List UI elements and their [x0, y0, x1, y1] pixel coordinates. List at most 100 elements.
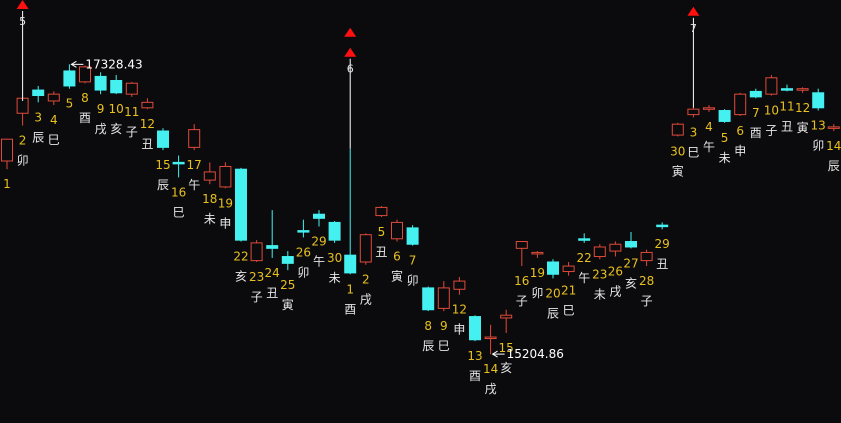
branch-label: 丑	[656, 257, 668, 271]
branch-label: 申	[453, 323, 465, 337]
day-number-label: 12	[795, 101, 810, 115]
day-number-label: 4	[50, 113, 58, 127]
candle-body	[94, 75, 107, 91]
branch-label: 卯	[407, 274, 419, 288]
day-number-label: 19	[530, 266, 545, 280]
candle-body	[110, 80, 123, 94]
candle	[328, 221, 341, 243]
day-number-label: 21	[561, 284, 576, 298]
candle-body	[375, 206, 388, 217]
candle-body	[32, 89, 45, 97]
candle	[781, 84, 793, 92]
candle	[640, 249, 653, 267]
branch-label: 戌	[609, 285, 621, 299]
candle	[47, 91, 60, 106]
candle	[515, 241, 528, 267]
branch-label: 申	[734, 144, 746, 158]
candle	[313, 210, 325, 227]
annotation-value: 15204.86	[507, 347, 564, 361]
candle-body	[79, 66, 91, 83]
branch-label: 辰	[547, 306, 559, 320]
candle-body	[172, 161, 185, 165]
candle	[578, 233, 591, 243]
day-number-label: 20	[545, 286, 560, 300]
candle	[812, 88, 825, 111]
branch-label: 子	[641, 294, 653, 308]
branch-label: 辰	[828, 159, 840, 173]
candle	[32, 85, 45, 103]
candle	[219, 162, 232, 189]
day-number-label: 30	[327, 251, 342, 265]
day-number-label: 29	[655, 237, 670, 251]
branch-label: 午	[188, 178, 200, 192]
triangle-up-icon	[344, 47, 357, 57]
candle	[718, 109, 731, 123]
day-number-label: 3	[690, 125, 698, 139]
candle	[671, 122, 684, 137]
day-number-label: 1	[3, 177, 11, 191]
candle-body	[141, 101, 154, 109]
candle	[437, 281, 450, 312]
branch-label: 子	[126, 125, 138, 139]
branch-label: 未	[594, 287, 606, 301]
candle	[703, 105, 715, 112]
branch-label: 卯	[531, 286, 543, 300]
arrow-left-icon	[491, 350, 498, 358]
branch-label: 申	[219, 216, 231, 230]
candle-body	[734, 93, 747, 116]
day-number-label: 16	[171, 185, 186, 199]
annotations-layer: 17328.43 15204.86	[70, 57, 564, 361]
day-number-label: 10	[109, 102, 124, 116]
branch-label: 巳	[563, 304, 575, 318]
signal-number: 6	[347, 63, 354, 76]
candle	[656, 222, 669, 230]
candle	[453, 276, 466, 295]
branch-label: 巳	[438, 339, 450, 353]
branch-label: 巳	[687, 145, 699, 159]
candle-body	[281, 256, 294, 264]
day-number-label: 1	[346, 282, 354, 296]
day-number-label: 30	[670, 144, 685, 158]
candle	[796, 87, 809, 93]
candle-body	[266, 245, 279, 249]
candle	[609, 241, 622, 257]
branch-label: 丑	[266, 286, 278, 300]
branch-label: 午	[703, 140, 715, 154]
day-number-label: 18	[202, 192, 217, 206]
candle-body	[157, 130, 169, 148]
branch-label: 酉	[344, 302, 356, 316]
day-number-label: 28	[639, 274, 654, 288]
day-number-label: 6	[736, 124, 744, 138]
candle	[94, 72, 107, 95]
branch-label: 子	[765, 124, 777, 138]
candle	[562, 261, 575, 276]
day-number-label: 26	[296, 245, 311, 259]
candle	[266, 210, 279, 258]
day-number-label: 23	[592, 267, 607, 281]
candle-body	[547, 261, 559, 275]
candle	[531, 251, 544, 258]
candle-body	[235, 168, 247, 241]
candle-body	[593, 246, 606, 258]
branch-label: 巳	[173, 205, 185, 219]
candle	[422, 286, 435, 312]
day-number-label: 11	[124, 105, 139, 119]
branch-label: 未	[204, 212, 216, 226]
max-annotation: 17328.43	[70, 57, 143, 71]
candle	[484, 324, 497, 355]
candle-body	[625, 241, 637, 248]
candle-body	[406, 227, 419, 245]
day-number-label: 22	[577, 251, 592, 265]
candle	[469, 315, 481, 342]
candle	[79, 65, 91, 84]
candle-body	[250, 242, 263, 262]
candle-body	[1, 138, 13, 162]
branch-label: 丑	[141, 137, 153, 151]
day-number-label: 11	[779, 99, 794, 113]
branch-label: 亥	[500, 361, 512, 375]
day-number-label: 5	[66, 97, 74, 111]
branch-label: 亥	[235, 270, 247, 284]
candle-body	[297, 230, 310, 233]
